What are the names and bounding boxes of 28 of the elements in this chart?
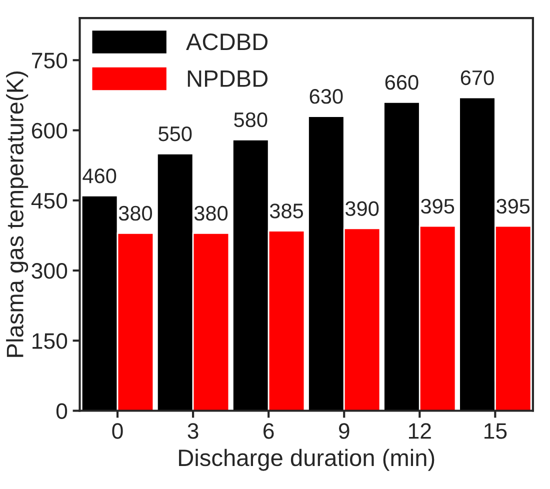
data-label: 390: [345, 201, 379, 216]
x-tick-label: 9: [338, 423, 350, 439]
data-label: 385: [270, 204, 304, 218]
data-label: 380: [118, 206, 152, 221]
x-tick-label: 0: [112, 423, 123, 439]
legend-label: NPDBD: [188, 70, 268, 87]
data-label: 460: [82, 168, 116, 184]
x-axis-title: Discharge duration (min): [179, 448, 434, 471]
data-label: 670: [460, 70, 494, 86]
data-label: 550: [158, 126, 192, 142]
y-tick-label: 150: [32, 333, 68, 349]
data-label: 395: [496, 198, 530, 214]
y-tick-label: 600: [32, 122, 68, 139]
data-label: 395: [421, 198, 454, 214]
x-tick-label: 3: [188, 423, 198, 439]
legend-label: ACDBD: [186, 33, 268, 50]
y-tick-label: 0: [56, 403, 68, 420]
y-tick-label: 750: [32, 52, 68, 68]
data-label: 580: [234, 112, 268, 128]
data-label: 380: [194, 206, 228, 221]
y-tick-label: 300: [32, 263, 68, 279]
y-tick-label: 450: [31, 192, 68, 209]
x-tick-label: 6: [264, 423, 274, 439]
data-label: 660: [385, 75, 418, 90]
data-label: 630: [310, 89, 343, 104]
x-tick-label: 12: [408, 423, 431, 439]
y-axis-title: Plasma gas temperature(K): [6, 72, 28, 357]
x-tick-label: 15: [484, 423, 507, 439]
